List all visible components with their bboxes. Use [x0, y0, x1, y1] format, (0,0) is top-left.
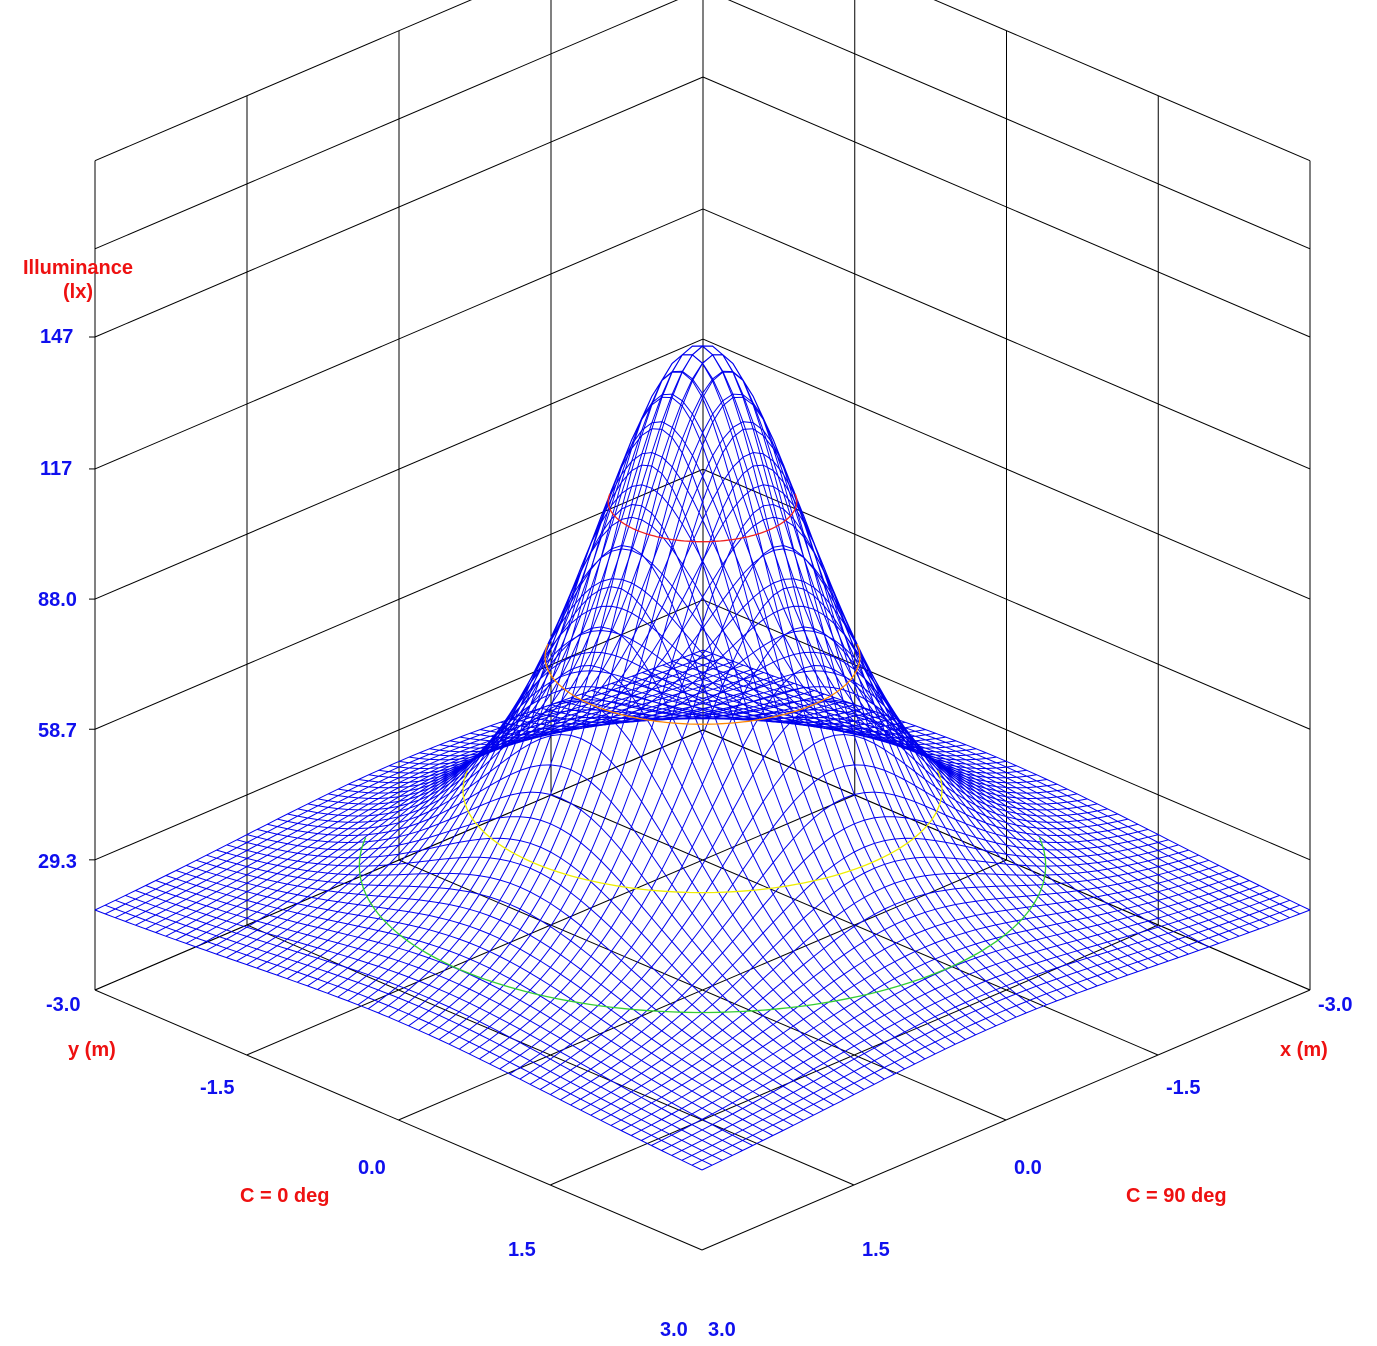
x-tick-label: -1.5: [1166, 1078, 1200, 1098]
mesh-line: [348, 465, 955, 1044]
mesh-line: [379, 372, 986, 1030]
z-axis-title: Illuminance (lx): [8, 258, 148, 302]
y-tick-label: -3.0: [46, 995, 80, 1015]
z-tick-label: 29.3: [38, 852, 77, 872]
mesh-line: [328, 485, 936, 994]
y-tick-label: 0.0: [358, 1158, 386, 1178]
floor-grid: [95, 730, 1310, 1250]
mesh-line: [257, 792, 864, 1089]
mesh-line: [419, 372, 1027, 1030]
x-tick-label: -3.0: [1318, 995, 1352, 1015]
mesh-line: [125, 895, 732, 1155]
mesh-line: [237, 838, 844, 1100]
x-tick-label: 1.5: [862, 1240, 890, 1260]
y-tick-label: -1.5: [200, 1078, 234, 1098]
mesh-line: [227, 845, 834, 1105]
mesh-line: [358, 394, 966, 1005]
x-tick-label: 3.0: [708, 1320, 736, 1340]
mesh-line: [297, 579, 905, 983]
z-axis-title-line1: Illuminance: [8, 258, 148, 278]
mesh-line: [550, 817, 1158, 1095]
z-tick-label: 88.0: [38, 590, 77, 610]
mesh-line: [571, 845, 1179, 1105]
mesh-line: [510, 702, 1118, 1075]
mesh-line: [288, 702, 895, 1075]
mesh-line: [581, 850, 1189, 1110]
mesh-line: [95, 910, 702, 1170]
mesh-line: [702, 910, 1310, 1170]
mesh-line: [388, 346, 996, 1017]
y-tick-label: 1.5: [508, 1240, 536, 1260]
mesh-line: [247, 817, 854, 1095]
z-axis-title-line2: (lx): [8, 282, 148, 302]
c90-plane-label: C = 90 deg: [1126, 1186, 1227, 1206]
mesh-line: [409, 346, 1016, 1017]
mesh-line: [359, 429, 966, 1040]
z-tick-label: 117: [40, 459, 72, 479]
mesh-line: [692, 905, 1300, 1165]
mesh-line: [571, 698, 1178, 958]
mesh-line: [277, 735, 884, 1080]
x-axis-title: x (m): [1280, 1040, 1328, 1060]
x-tick-label: 0.0: [1014, 1158, 1042, 1178]
mesh-line: [105, 905, 712, 1165]
z-tick-label: 58.7: [38, 721, 77, 741]
mesh-line: [439, 429, 1047, 1040]
mesh-line: [470, 485, 1077, 994]
mesh-line: [540, 792, 1148, 1089]
mesh-line: [217, 850, 824, 1110]
mesh-line: [227, 698, 835, 958]
mesh-line: [672, 895, 1280, 1155]
y-axis-title: y (m): [68, 1040, 116, 1060]
mesh-line: [560, 838, 1168, 1100]
c0-plane-label: C = 0 deg: [240, 1186, 329, 1206]
y-tick-label: 3.0: [660, 1320, 688, 1340]
mesh-line: [196, 860, 803, 1120]
z-tick-label: 147: [40, 327, 73, 347]
